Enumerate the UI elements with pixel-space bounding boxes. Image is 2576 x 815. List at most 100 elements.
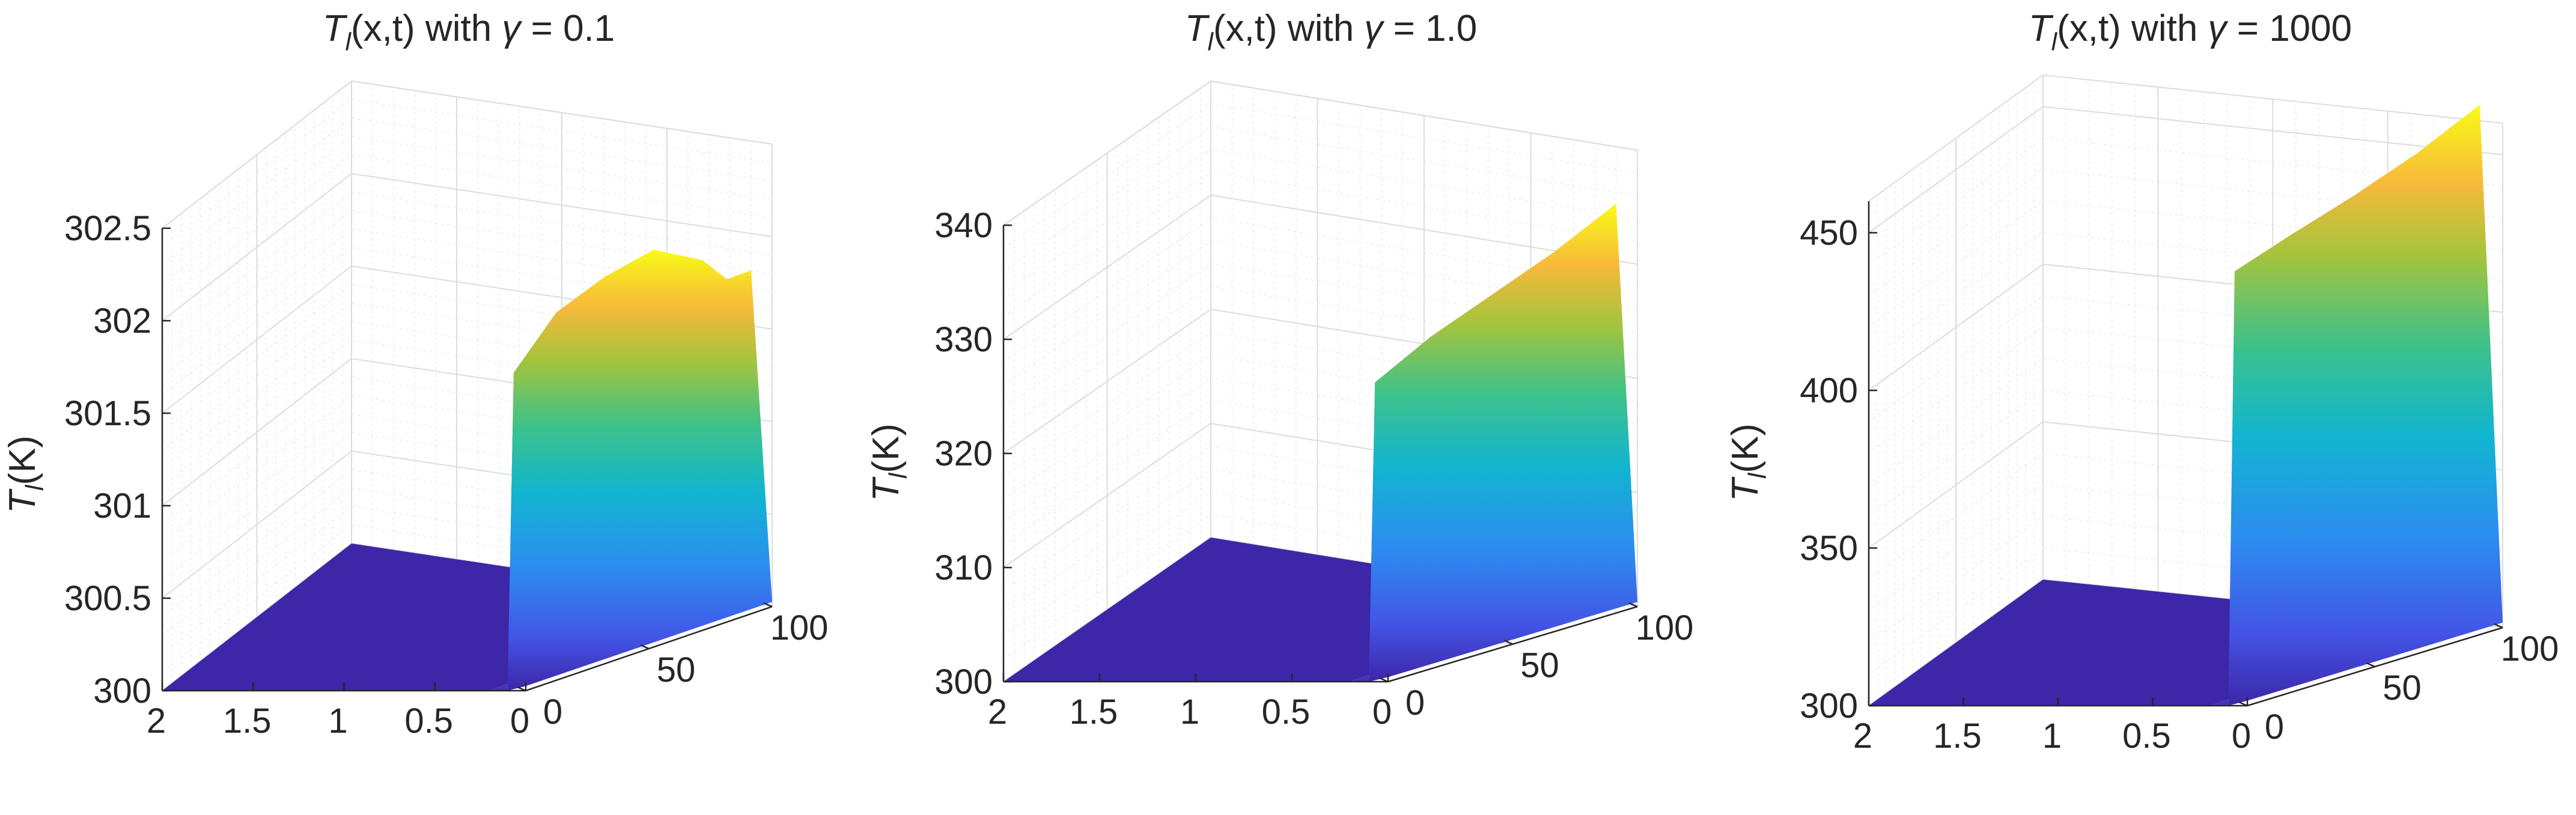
x-tick-label: 1.5 — [223, 701, 272, 741]
z-tick-label: 301.5 — [64, 394, 151, 433]
t-tick-mark — [517, 686, 526, 692]
x-tick-label: 1 — [1180, 692, 1199, 732]
z-tick-label: 320 — [934, 434, 993, 473]
panel-1-zlabel-unit: (K) — [2, 435, 43, 485]
panel-2-zlabel-T: T — [865, 476, 907, 501]
grid-line — [1003, 103, 1638, 249]
t-tick-label: 0 — [1405, 683, 1425, 723]
panel-3-zlabel: Tl(K) — [1725, 423, 1771, 501]
panel-1-title: Tl(x,t) with γ = 0.1 — [323, 8, 615, 56]
z-tick-label: 301 — [93, 486, 151, 526]
grid-line — [162, 136, 773, 284]
panel-2-title-T: T — [1185, 8, 1210, 49]
panel-1-zlabel-T: T — [2, 488, 43, 514]
panel-1-title-gamma: γ — [502, 8, 522, 49]
x-tick-label: 2 — [147, 701, 166, 741]
z-tick-label: 300.5 — [64, 579, 151, 618]
x-tick-label: 2 — [988, 692, 1007, 732]
z-tick-label: 340 — [934, 206, 993, 245]
panel-3-title-sub: l — [2051, 28, 2058, 56]
panel-3-zlabel-unit: (K) — [1725, 423, 1766, 473]
t-tick-label: 100 — [2501, 629, 2559, 668]
panel-3-title: Tl(x,t) with γ = 1000 — [2029, 8, 2352, 56]
z-tick-label: 350 — [1800, 529, 1858, 568]
panel-3-axes: 2 1.5 1 0.5 0 0 50 100 300 350 400 450 — [1800, 201, 2559, 756]
z-tick-label: 302.5 — [64, 209, 151, 248]
z-tick-label: 310 — [934, 548, 993, 587]
panel-3-zlabel-sub: l — [1743, 472, 1771, 479]
panel-2: Tl(x,t) with γ = 1.0 2 1.5 1 0.5 0 0 50 100 300 3… — [865, 8, 1693, 732]
panel-3-zlabel-T: T — [1725, 476, 1766, 501]
surface-peak-falling-face — [507, 250, 772, 691]
panel-1-title-T: T — [323, 8, 348, 49]
x-tick-label: 0.5 — [1262, 692, 1311, 732]
grid-line — [162, 192, 773, 340]
x-tick-label: 1 — [328, 701, 347, 741]
t-tick-label: 50 — [1520, 646, 1559, 685]
grid-line — [1868, 138, 2503, 265]
x-tick-label: 0 — [1372, 692, 1392, 732]
x-tick-label: 1 — [2042, 717, 2062, 756]
t-tick-mark — [1379, 677, 1389, 683]
t-tick-mark — [2494, 623, 2503, 629]
t-tick-mark — [1628, 602, 1638, 608]
t-tick-mark — [763, 602, 773, 608]
grid-line — [162, 80, 773, 229]
panel-2-title-sub: l — [1208, 28, 1214, 56]
z-tick-label: 450 — [1800, 214, 1858, 253]
panel-2-axes: 2 1.5 1 0.5 0 0 50 100 300 310 320 330 340 — [934, 206, 1693, 732]
t-tick-label: 50 — [2383, 668, 2422, 707]
panel-2-title-mid: (x,t) with — [1213, 8, 1364, 49]
surface-peak-falling-face — [2228, 105, 2503, 706]
panel-2-zlabel: Tl(K) — [865, 423, 912, 501]
grid-line — [162, 154, 773, 303]
x-tick-label: 1.5 — [1933, 717, 1982, 756]
panel-1-title-value: = 0.1 — [520, 8, 615, 49]
panel-3: Tl(x,t) with γ = 1000 2 1.5 1 0.5 0 050100300… — [1725, 8, 2559, 756]
x-tick-label: 0.5 — [2122, 717, 2171, 756]
t-tick-label: 0 — [2265, 707, 2284, 747]
panel-3-title-mid: (x,t) with — [2057, 8, 2208, 49]
t-tick-label: 50 — [657, 650, 696, 689]
panel-1-axes: 2 1.5 1 0.5 0 0 50 100 300 300.5 301 301.5 302 302.5 — [64, 209, 829, 741]
grid-line — [1003, 80, 1638, 226]
panel-1-surface — [162, 250, 772, 691]
panel-3-title-T: T — [2029, 8, 2054, 49]
panel-1-title-mid: (x,t) with — [351, 8, 502, 49]
x-tick-label: 0 — [2232, 717, 2251, 756]
t-tick-mark — [2366, 662, 2375, 668]
panel-1-title-sub: l — [346, 28, 352, 56]
grid-line — [162, 99, 773, 247]
t-tick-mark — [2238, 701, 2248, 707]
grid-line — [1003, 80, 1638, 226]
grid-line — [162, 117, 773, 266]
z-tick-label: 400 — [1800, 371, 1858, 410]
surface-peak-falling-face — [1369, 204, 1637, 682]
grid-line — [162, 80, 773, 229]
x-tick-label: 1.5 — [1070, 692, 1118, 732]
panel-1-zlabel-sub: l — [20, 484, 49, 491]
z-tick-label: 330 — [934, 320, 993, 359]
panel-2-title-value: = 1.0 — [1383, 8, 1477, 49]
x-tick-label: 0.5 — [404, 701, 453, 741]
panel-2-title: Tl(x,t) with γ = 1.0 — [1185, 8, 1478, 56]
z-tick-label: 300 — [93, 671, 151, 710]
grid-line — [162, 210, 773, 359]
panel-1: Tl(x,t) with γ = 0.1 2 1.5 1 0.5 0 0501003003… — [2, 8, 828, 741]
panel-2-zlabel-unit: (K) — [865, 423, 907, 473]
t-tick-label: 100 — [770, 608, 829, 647]
panel-3-surface — [1869, 105, 2503, 706]
z-tick-label: 302 — [93, 301, 151, 341]
t-tick-label: 0 — [543, 692, 562, 732]
panel-1-zlabel: Tl(K) — [2, 435, 49, 514]
panel-2-surface — [1003, 204, 1637, 682]
panel-3-title-gamma: γ — [2208, 8, 2229, 49]
t-tick-label: 100 — [1636, 608, 1694, 647]
z-tick-label: 300 — [1800, 686, 1858, 726]
z-tick-label: 300 — [934, 662, 993, 701]
panel-2-zlabel-sub: l — [884, 472, 912, 479]
panel-3-title-value: = 1000 — [2227, 8, 2352, 49]
x-tick-label: 2 — [1853, 717, 1872, 756]
t-tick-mark — [1504, 640, 1513, 645]
